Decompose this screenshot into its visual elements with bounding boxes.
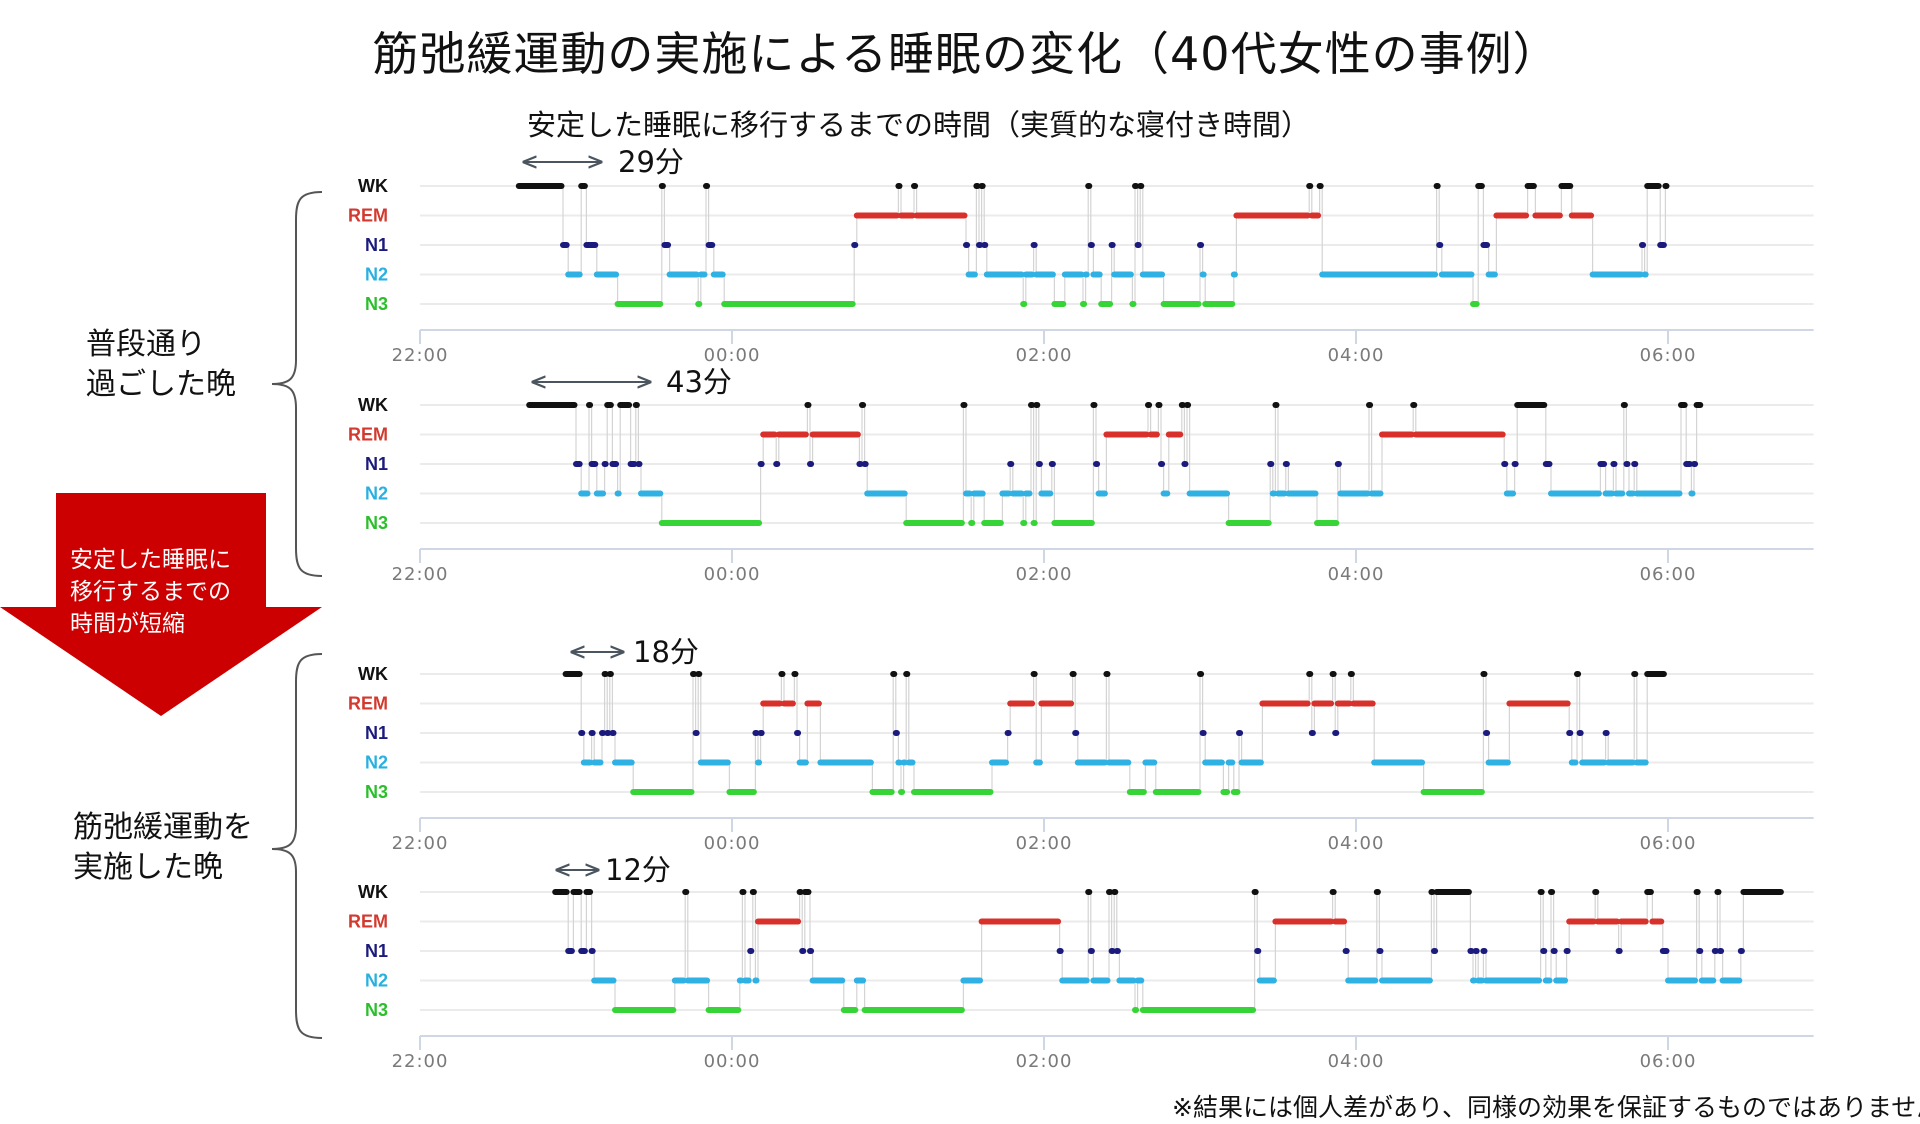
stage-label-rem: REM [348, 694, 388, 714]
stage-label-n1: N1 [365, 941, 388, 961]
stage-label-wk: WK [358, 395, 388, 415]
stage-label-n3: N3 [365, 1000, 388, 1020]
stage-label-rem: REM [348, 206, 388, 226]
x-tick-label: 02:00 [1016, 1051, 1073, 1072]
group-label-line: 筋弛緩運動を [73, 810, 253, 845]
x-tick-label: 06:00 [1640, 345, 1697, 366]
x-tick-label: 02:00 [1016, 564, 1073, 585]
stage-label-n2: N2 [365, 753, 388, 773]
x-tick-label: 00:00 [704, 345, 761, 366]
latency-label: 12分 [605, 853, 671, 887]
stage-label-n3: N3 [365, 513, 388, 533]
stage-label-wk: WK [358, 664, 388, 684]
stage-label-n1: N1 [365, 723, 388, 743]
x-tick-label: 06:00 [1640, 1051, 1697, 1072]
hypnogram-panel: WK REM N1 N2 N3 22:00 00:00 02:00 04:00 06:00 [348, 882, 1814, 1072]
page-title: 筋弛緩運動の実施による睡眠の変化（40代女性の事例） [372, 27, 1560, 81]
hypnogram-panel: WK REM N1 N2 N3 22:00 00:00 02:00 04:00 06:00 [348, 395, 1814, 585]
x-tick-label: 04:00 [1328, 564, 1385, 585]
x-tick-label: 22:00 [392, 833, 449, 854]
group-label-line: 実施した晩 [73, 850, 223, 885]
group-label-normal-night: 普段通り 過ごした晩 [86, 325, 236, 405]
hypnogram-panel: WK REM N1 N2 N3 22:00 00:00 02:00 04:00 06:00 [348, 664, 1814, 854]
x-tick-label: 22:00 [392, 345, 449, 366]
latency-label: 18分 [633, 635, 699, 669]
stage-label-wk: WK [358, 176, 388, 196]
x-tick-label: 00:00 [704, 1051, 761, 1072]
group-label-line: 普段通り [86, 327, 206, 362]
brace-normal-nights [271, 191, 323, 577]
x-tick-label: 22:00 [392, 1051, 449, 1072]
stage-label-n2: N2 [365, 971, 388, 991]
callout-text: 安定した睡眠に 移行するまでの 時間が短縮 [70, 544, 231, 640]
x-tick-label: 04:00 [1328, 833, 1385, 854]
stage-label-n1: N1 [365, 454, 388, 474]
x-tick-label: 04:00 [1328, 1051, 1385, 1072]
brace-exercise-nights [271, 653, 323, 1039]
callout-line: 時間が短縮 [70, 611, 185, 637]
stage-label-n3: N3 [365, 294, 388, 314]
callout-line: 安定した睡眠に [70, 547, 231, 573]
x-tick-label: 04:00 [1328, 345, 1385, 366]
stage-label-rem: REM [348, 425, 388, 445]
x-tick-label: 00:00 [704, 833, 761, 854]
footnote: ※結果には個人差があり、同様の効果を保証するものではありません [1172, 1093, 1920, 1122]
x-tick-label: 00:00 [704, 564, 761, 585]
stage-label-n3: N3 [365, 782, 388, 802]
x-tick-label: 02:00 [1016, 345, 1073, 366]
x-tick-label: 02:00 [1016, 833, 1073, 854]
latency-label: 29分 [618, 145, 684, 179]
callout-line: 移行するまでの [70, 579, 231, 605]
stage-label-n2: N2 [365, 265, 388, 285]
latency-label: 43分 [666, 365, 732, 399]
hypnogram-panel: WK REM N1 N2 N3 22:00 00:00 02:00 04:00 06:00 [348, 176, 1814, 366]
x-tick-label: 22:00 [392, 564, 449, 585]
stage-label-rem: REM [348, 912, 388, 932]
stage-label-wk: WK [358, 882, 388, 902]
stage-label-n1: N1 [365, 235, 388, 255]
group-label-exercise-night: 筋弛緩運動を 実施した晩 [73, 808, 253, 888]
stage-label-n2: N2 [365, 484, 388, 504]
x-tick-label: 06:00 [1640, 564, 1697, 585]
chart-subtitle: 安定した睡眠に移行するまでの時間（実質的な寝付き時間） [527, 108, 1311, 142]
group-label-line: 過ごした晩 [86, 367, 236, 402]
x-tick-label: 06:00 [1640, 833, 1697, 854]
down-arrow-shape [0, 493, 322, 716]
